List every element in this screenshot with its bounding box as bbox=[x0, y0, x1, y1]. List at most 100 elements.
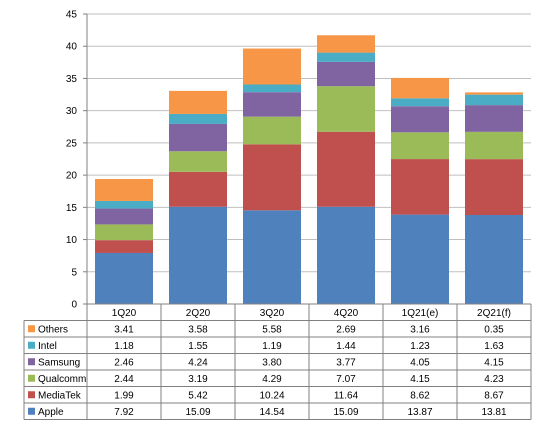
bar-segment-samsung-1q21(e) bbox=[391, 106, 449, 133]
legend-label-qualcomm: Qualcomm bbox=[38, 374, 86, 385]
bar-segment-qualcomm-1q20 bbox=[95, 224, 153, 241]
bar-segment-qualcomm-3q20 bbox=[243, 116, 301, 145]
bar-segment-intel-2q20 bbox=[169, 113, 227, 124]
y-tick-label: 20 bbox=[66, 171, 78, 182]
table-cell-value: 4.29 bbox=[262, 374, 282, 385]
legend-label-intel: Intel bbox=[38, 341, 57, 352]
table-cell-value: 5.42 bbox=[188, 390, 208, 401]
table-cell-value: 4.05 bbox=[410, 357, 430, 368]
y-tick-label: 15 bbox=[66, 203, 78, 214]
bar-segment-others-2q20 bbox=[169, 90, 227, 114]
legend-swatch-samsung bbox=[28, 358, 35, 366]
axes: 0 5 10 15 20 25 30 35 40 45 bbox=[66, 10, 88, 311]
table-cell-value: 3.58 bbox=[188, 324, 208, 335]
bar-segment-apple-4q20 bbox=[317, 206, 375, 304]
legend-swatch-qualcomm bbox=[28, 374, 35, 382]
bar-segment-apple-3q20 bbox=[243, 210, 301, 304]
legend-swatch-intel bbox=[28, 341, 35, 349]
y-tick-label: 10 bbox=[66, 235, 78, 246]
y-tick-label: 5 bbox=[71, 267, 77, 278]
legend-label-others: Others bbox=[38, 324, 68, 335]
table-cell-value: 4.15 bbox=[410, 374, 430, 385]
table-cell-value: 3.41 bbox=[114, 324, 134, 335]
legend-label-samsung: Samsung bbox=[38, 357, 80, 368]
y-tick-label: 45 bbox=[66, 10, 78, 21]
bar-segment-qualcomm-2q20 bbox=[169, 151, 227, 172]
bar-segment-intel-4q20 bbox=[317, 52, 375, 62]
bar-segment-samsung-4q20 bbox=[317, 61, 375, 87]
table-cell-value: 4.24 bbox=[188, 357, 208, 368]
table-cell-value: 8.62 bbox=[410, 390, 430, 401]
table-cell-value: 1.99 bbox=[114, 390, 134, 401]
legend-swatch-mediatek bbox=[28, 391, 35, 399]
bar-segment-samsung-2q21(f) bbox=[465, 105, 523, 132]
bar-segment-apple-1q21(e) bbox=[391, 214, 449, 304]
table-cell-value: 13.87 bbox=[407, 407, 432, 418]
bar-segment-qualcomm-4q20 bbox=[317, 86, 375, 132]
table-cell-value: 7.92 bbox=[114, 407, 134, 418]
table-cell-value: 11.64 bbox=[334, 390, 359, 401]
legend-swatch-apple bbox=[28, 407, 35, 415]
table-cell-value: 14.54 bbox=[259, 407, 284, 418]
bar-segment-mediatek-3q20 bbox=[243, 144, 301, 211]
table-cell-value: 3.19 bbox=[188, 374, 208, 385]
gridlines bbox=[87, 13, 531, 273]
table-cell-value: 8.67 bbox=[484, 390, 504, 401]
legend-swatch-others bbox=[28, 325, 35, 333]
bar-segment-mediatek-1q21(e) bbox=[391, 159, 449, 215]
table-cell-value: 2.44 bbox=[114, 374, 134, 385]
table-cell-value: 4.23 bbox=[484, 374, 504, 385]
bar-segment-others-1q20 bbox=[95, 178, 153, 201]
data-table: 1Q20 2Q20 3Q20 4Q20 1Q21(e) 2Q21(f) Others 3.41… bbox=[23, 303, 532, 420]
table-cell-value: 4.15 bbox=[484, 357, 504, 368]
table-cell-value: 15.09 bbox=[333, 407, 358, 418]
bar-segment-qualcomm-2q21(f) bbox=[465, 131, 523, 160]
table-cell-value: 2.46 bbox=[114, 357, 134, 368]
table-cell-value: 3.80 bbox=[262, 357, 282, 368]
category-label: 3Q20 bbox=[260, 308, 285, 319]
table-cell-value: 1.44 bbox=[336, 341, 356, 352]
bar-segment-intel-2q21(f) bbox=[465, 94, 523, 106]
y-tick-label: 0 bbox=[71, 300, 77, 311]
y-tick-label: 30 bbox=[66, 106, 78, 117]
bar-segment-qualcomm-1q21(e) bbox=[391, 132, 449, 160]
bar-segment-others-1q21(e) bbox=[391, 77, 449, 99]
table-cell-value: 1.19 bbox=[262, 341, 282, 352]
category-label: 4Q20 bbox=[334, 308, 359, 319]
table-cell-value: 10.24 bbox=[259, 390, 284, 401]
bar-segment-apple-2q21(f) bbox=[465, 215, 523, 304]
bar-segment-others-4q20 bbox=[317, 35, 375, 53]
bar-segment-apple-1q20 bbox=[95, 252, 153, 304]
category-label: 1Q20 bbox=[112, 308, 137, 319]
bar-segment-samsung-3q20 bbox=[243, 92, 301, 117]
category-label: 1Q21(e) bbox=[402, 308, 439, 319]
legend-label-mediatek: MediaTek bbox=[38, 390, 82, 401]
bar-segment-apple-2q20 bbox=[169, 206, 227, 304]
table-cell-value: 7.07 bbox=[336, 374, 356, 385]
table-cell-value: 15.09 bbox=[185, 407, 210, 418]
bar-segment-intel-1q20 bbox=[95, 200, 153, 209]
y-tick-label: 40 bbox=[66, 42, 78, 53]
table-cell-value: 2.69 bbox=[336, 324, 356, 335]
bar-segment-mediatek-4q20 bbox=[317, 131, 375, 207]
table-cell-value: 1.63 bbox=[484, 341, 504, 352]
table-cell-value: 1.55 bbox=[188, 341, 208, 352]
bar-segment-intel-1q21(e) bbox=[391, 98, 449, 107]
bar-segment-others-3q20 bbox=[243, 48, 301, 85]
bar-segment-others-2q21(f) bbox=[465, 92, 523, 95]
table-cell-value: 1.18 bbox=[114, 341, 134, 352]
bar-segment-samsung-2q20 bbox=[169, 123, 227, 152]
bar-segment-samsung-1q20 bbox=[95, 208, 153, 225]
table-cell-value: 3.16 bbox=[410, 324, 430, 335]
category-label: 2Q21(f) bbox=[477, 308, 511, 319]
bar-segment-mediatek-1q20 bbox=[95, 240, 153, 253]
table-cell-value: 13.81 bbox=[481, 407, 506, 418]
bars bbox=[95, 35, 523, 304]
table-cell-value: 5.58 bbox=[262, 324, 282, 335]
category-label: 2Q20 bbox=[186, 308, 211, 319]
y-tick-label: 35 bbox=[66, 74, 78, 85]
bar-segment-mediatek-2q21(f) bbox=[465, 159, 523, 215]
bar-segment-intel-3q20 bbox=[243, 84, 301, 93]
